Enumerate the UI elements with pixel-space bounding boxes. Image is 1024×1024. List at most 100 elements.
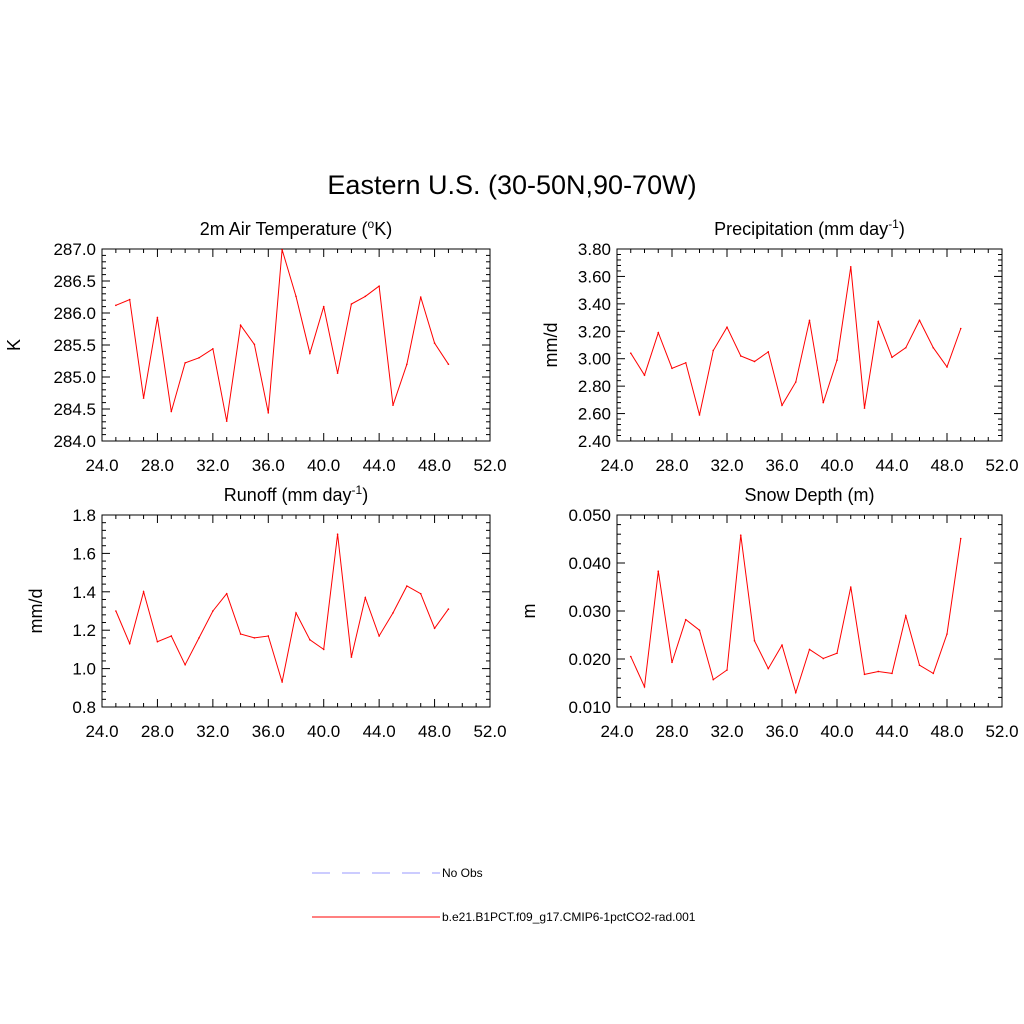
data-point bbox=[184, 362, 186, 364]
panel-title-text: Snow Depth (m) bbox=[744, 485, 874, 505]
data-point bbox=[322, 648, 325, 651]
panel-2: 24.0 28.0 32.0 36.0 40.0 44.0 48.0 52.0 2.40 2.60… bbox=[541, 217, 1019, 475]
data-point bbox=[128, 642, 131, 645]
y-tick-label: 1.8 bbox=[72, 506, 96, 525]
data-point bbox=[849, 266, 852, 268]
data-point bbox=[267, 635, 270, 637]
y-tick-label: 287.0 bbox=[53, 240, 96, 259]
data-point bbox=[918, 664, 921, 667]
plot-frame bbox=[101, 514, 491, 708]
y-tick-label: 0.040 bbox=[568, 554, 611, 573]
legend: No Obs b.e21.B1PCT.f09_g17.CMIP6-1pctCO2-… bbox=[312, 866, 696, 924]
data-point bbox=[142, 397, 145, 399]
x-tick-label: 24.0 bbox=[600, 722, 633, 741]
panel-title-superscript: -1 bbox=[352, 483, 363, 497]
y-tick-label: 0.010 bbox=[568, 698, 611, 717]
data-point bbox=[904, 615, 907, 617]
data-point bbox=[877, 670, 880, 673]
data-point bbox=[904, 346, 907, 349]
data-point bbox=[684, 618, 687, 621]
data-point bbox=[225, 420, 228, 422]
data-point bbox=[643, 374, 646, 376]
data-point bbox=[891, 672, 893, 675]
data-point bbox=[392, 404, 394, 406]
panel-title-suffix: ) bbox=[362, 485, 368, 505]
y-tick-label: 1.4 bbox=[72, 583, 96, 602]
data-point bbox=[433, 342, 436, 344]
data-point bbox=[170, 635, 173, 637]
data-point bbox=[295, 612, 297, 614]
data-point bbox=[156, 640, 159, 643]
legend-label: b.e21.B1PCT.f09_g17.CMIP6-1pctCO2-rad.00… bbox=[442, 910, 696, 924]
x-tick-label: 48.0 bbox=[930, 722, 963, 741]
x-tick-label: 28.0 bbox=[141, 456, 174, 475]
x-tick-label: 52.0 bbox=[473, 456, 506, 475]
data-point bbox=[392, 612, 394, 614]
data-point bbox=[822, 401, 825, 404]
x-tick-label: 32.0 bbox=[196, 456, 229, 475]
data-point bbox=[629, 352, 632, 355]
y-tick-label: 0.050 bbox=[568, 506, 611, 525]
data-point bbox=[629, 655, 632, 658]
data-point bbox=[253, 343, 256, 346]
data-point bbox=[447, 363, 450, 366]
panel-title-superscript: -1 bbox=[888, 217, 899, 231]
data-point bbox=[863, 673, 866, 676]
series-line bbox=[115, 249, 449, 422]
y-tick-label: 0.8 bbox=[72, 698, 96, 717]
panel-title-superscript: o bbox=[368, 217, 375, 231]
data-point bbox=[198, 637, 200, 639]
x-tick-label: 36.0 bbox=[252, 722, 285, 741]
data-point bbox=[767, 351, 770, 353]
data-point bbox=[419, 296, 422, 298]
data-point bbox=[946, 366, 948, 368]
x-tick-label: 52.0 bbox=[985, 722, 1018, 741]
data-point bbox=[378, 285, 380, 287]
data-point bbox=[959, 537, 962, 540]
data-point bbox=[419, 592, 422, 595]
x-tick-label: 32.0 bbox=[710, 456, 743, 475]
x-tick-label: 28.0 bbox=[655, 722, 688, 741]
x-tick-label: 24.0 bbox=[85, 722, 118, 741]
panel-title: 2m Air Temperature (oK) bbox=[200, 217, 392, 239]
data-point bbox=[739, 534, 742, 536]
data-point bbox=[808, 648, 811, 651]
y-tick-label: 2.80 bbox=[578, 377, 611, 396]
data-point bbox=[836, 652, 838, 655]
y-tick-label: 285.5 bbox=[53, 336, 96, 355]
data-point bbox=[128, 298, 131, 301]
data-point bbox=[198, 357, 200, 359]
x-tick-label: 48.0 bbox=[418, 456, 451, 475]
data-point bbox=[364, 295, 367, 298]
data-point bbox=[447, 608, 450, 610]
data-point bbox=[406, 585, 408, 587]
data-point bbox=[767, 667, 770, 670]
x-tick-label: 52.0 bbox=[473, 722, 506, 741]
x-tick-label: 28.0 bbox=[655, 456, 688, 475]
data-point bbox=[336, 372, 339, 374]
data-point bbox=[808, 319, 811, 322]
data-point bbox=[281, 681, 283, 683]
data-point bbox=[932, 672, 935, 675]
plot-frame bbox=[616, 514, 1003, 708]
data-point bbox=[406, 363, 408, 366]
data-point bbox=[142, 591, 145, 593]
data-point bbox=[364, 596, 367, 599]
data-point bbox=[657, 331, 660, 334]
data-point bbox=[657, 570, 660, 572]
y-axis-label: m bbox=[519, 604, 539, 619]
y-axis-label: mm/d bbox=[26, 589, 46, 634]
y-tick-label: 2.40 bbox=[578, 432, 611, 451]
figure-title: Eastern U.S. (30-50N,90-70W) bbox=[327, 170, 696, 200]
data-point bbox=[671, 367, 673, 370]
x-tick-label: 44.0 bbox=[363, 456, 396, 475]
x-tick-label: 44.0 bbox=[363, 722, 396, 741]
data-point bbox=[726, 326, 728, 328]
x-tick-label: 36.0 bbox=[765, 722, 798, 741]
y-tick-label: 284.5 bbox=[53, 400, 96, 419]
y-tick-label: 1.6 bbox=[72, 544, 96, 563]
plot-frame bbox=[101, 248, 491, 442]
y-tick-label: 3.60 bbox=[578, 267, 611, 286]
data-point bbox=[712, 678, 715, 681]
